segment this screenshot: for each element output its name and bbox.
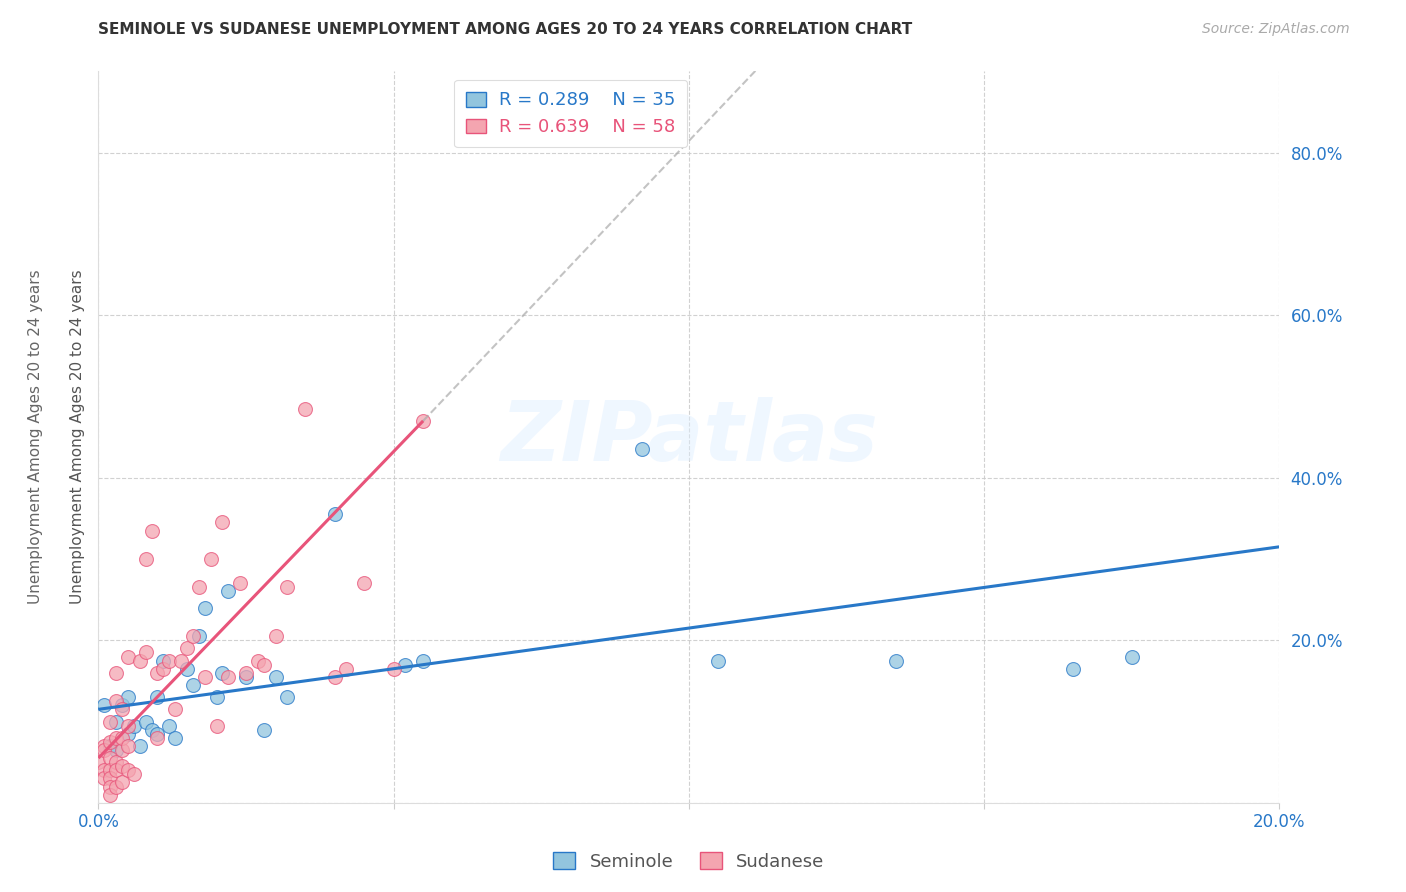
Point (111, 731, 134, 745)
Point (111, 743, 134, 757)
Text: Unemployment Among Ages 20 to 24 years: Unemployment Among Ages 20 to 24 years (28, 269, 42, 605)
Point (111, 702, 134, 716)
Legend: Seminole, Sudanese: Seminole, Sudanese (543, 842, 835, 881)
Point (105, 694, 128, 708)
Text: Source: ZipAtlas.com: Source: ZipAtlas.com (1202, 22, 1350, 37)
Point (276, 690, 298, 705)
Point (105, 764, 128, 778)
Point (217, 670, 239, 684)
Point (105, 714, 128, 729)
Point (128, 739, 150, 753)
Point (1062, 662, 1084, 676)
Point (105, 731, 128, 745)
Point (157, 718, 180, 732)
Point (98, 739, 121, 753)
Point (135, 552, 157, 566)
Point (165, 731, 187, 745)
Point (194, 600, 217, 615)
Point (294, 401, 316, 416)
Point (165, 702, 187, 716)
Point (105, 780, 128, 794)
Point (98, 772, 121, 786)
Point (93, 764, 115, 778)
Point (98, 764, 121, 778)
Point (93, 772, 115, 786)
Point (194, 670, 217, 684)
Point (98, 735, 121, 749)
Point (117, 764, 139, 778)
Point (111, 775, 134, 789)
Point (187, 629, 209, 643)
Point (152, 662, 174, 676)
Point (117, 718, 139, 732)
Point (176, 641, 198, 656)
Point (98, 788, 121, 802)
Point (111, 759, 134, 773)
Y-axis label: Unemployment Among Ages 20 to 24 years: Unemployment Among Ages 20 to 24 years (69, 269, 84, 605)
Point (93, 743, 115, 757)
Point (117, 690, 139, 705)
Point (335, 662, 357, 676)
Point (264, 629, 287, 643)
Point (630, 442, 652, 457)
Point (128, 654, 150, 668)
Point (276, 581, 298, 595)
Point (205, 718, 228, 732)
Point (1121, 649, 1143, 664)
Point (117, 739, 139, 753)
Point (98, 780, 121, 794)
Point (884, 654, 907, 668)
Point (93, 739, 115, 753)
Point (170, 654, 193, 668)
Point (264, 670, 287, 684)
Point (141, 524, 163, 538)
Point (181, 629, 204, 643)
Point (93, 698, 115, 713)
Point (135, 714, 157, 729)
Point (146, 665, 169, 680)
Point (181, 678, 204, 692)
Point (323, 670, 346, 684)
Point (200, 552, 222, 566)
Point (235, 670, 257, 684)
Point (412, 654, 434, 668)
Point (141, 723, 163, 737)
Point (122, 718, 145, 732)
Point (253, 723, 276, 737)
Point (229, 576, 252, 591)
Point (235, 665, 257, 680)
Point (353, 576, 375, 591)
Point (157, 654, 180, 668)
Point (211, 665, 233, 680)
Point (412, 414, 434, 428)
Point (105, 665, 128, 680)
Point (111, 698, 134, 713)
Point (176, 662, 198, 676)
Point (105, 743, 128, 757)
Point (246, 654, 269, 668)
Point (205, 690, 228, 705)
Point (187, 581, 209, 595)
Point (146, 727, 169, 741)
Point (323, 508, 346, 522)
Point (152, 654, 174, 668)
Point (117, 649, 139, 664)
Point (146, 690, 169, 705)
Point (98, 751, 121, 765)
Point (382, 662, 405, 676)
Point (707, 654, 730, 668)
Point (135, 645, 157, 659)
Text: ZIPatlas: ZIPatlas (501, 397, 877, 477)
Point (87, 755, 110, 769)
Point (217, 584, 239, 599)
Point (146, 731, 169, 745)
Point (394, 657, 416, 672)
Point (122, 767, 145, 781)
Point (98, 714, 121, 729)
Point (211, 516, 233, 530)
Point (117, 727, 139, 741)
Point (253, 657, 276, 672)
Text: SEMINOLE VS SUDANESE UNEMPLOYMENT AMONG AGES 20 TO 24 YEARS CORRELATION CHART: SEMINOLE VS SUDANESE UNEMPLOYMENT AMONG … (98, 22, 912, 37)
Point (105, 755, 128, 769)
